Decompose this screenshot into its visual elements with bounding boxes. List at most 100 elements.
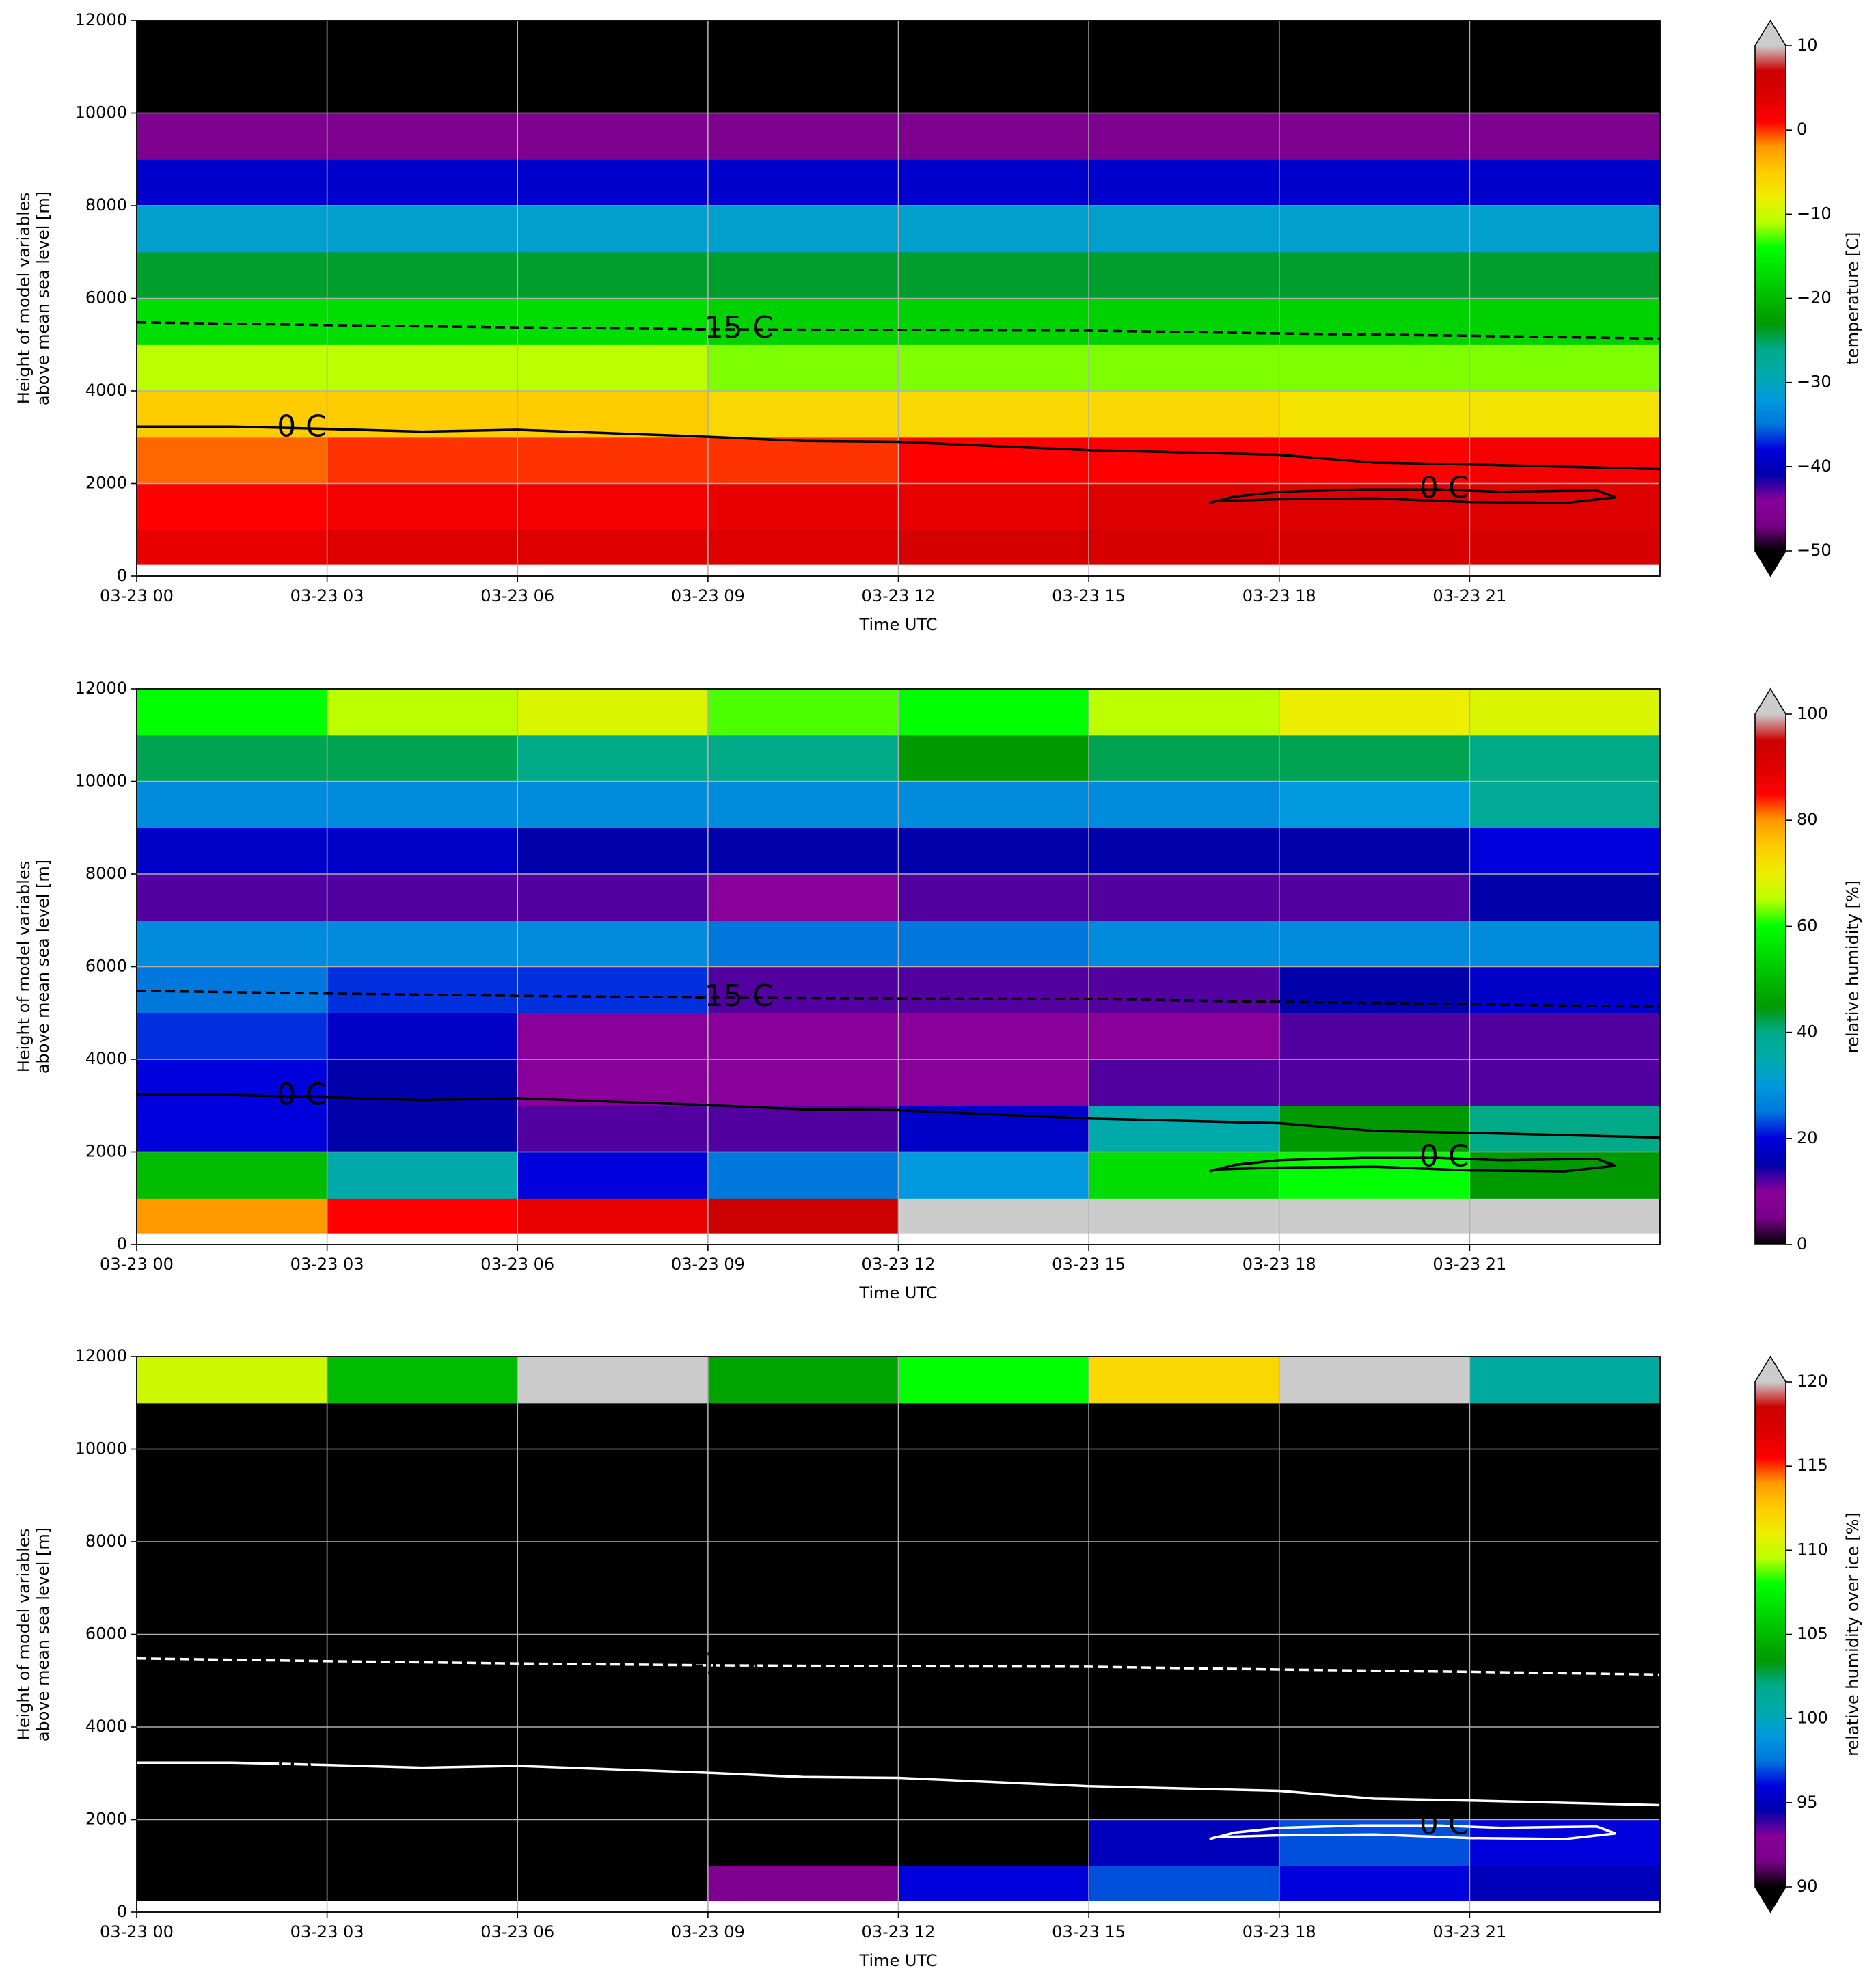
colorbar-tick-label: 90	[1797, 1877, 1818, 1896]
heatmap-cell	[1279, 781, 1470, 828]
heatmap-cell	[1089, 1495, 1280, 1542]
heatmap-cell	[1469, 874, 1661, 921]
heatmap-cell	[1279, 689, 1470, 736]
heatmap-cell	[137, 483, 328, 530]
contour-line	[137, 425, 1661, 471]
heatmap-cell	[137, 828, 328, 875]
heatmap-cell	[707, 437, 899, 485]
x-tick-label: 03-23 21	[1432, 1255, 1506, 1274]
heatmap-cell	[1089, 1773, 1280, 1821]
y-tick-label: 4000	[85, 1049, 127, 1068]
heatmap-cell	[137, 1680, 328, 1728]
heatmap-cell	[898, 874, 1089, 921]
contour-line	[136, 1657, 1661, 1676]
colorbar-extend-max	[1755, 21, 1786, 46]
heatmap-cell	[1469, 1588, 1661, 1635]
heatmap-cell	[1469, 391, 1661, 438]
heatmap-cell	[1279, 1773, 1470, 1821]
contour-line	[1209, 1156, 1616, 1173]
heatmap-cell	[137, 1198, 328, 1234]
heatmap-cell	[517, 530, 709, 565]
heatmap-cell	[1279, 1495, 1470, 1542]
heatmap-cell	[327, 437, 518, 485]
heatmap-cell	[898, 344, 1089, 392]
y-tick-label: 12000	[75, 679, 127, 698]
heatmap-cell	[1469, 1727, 1661, 1774]
heatmap-cell	[1089, 113, 1280, 160]
heatmap-cell	[707, 344, 899, 392]
heatmap-cell	[898, 1819, 1089, 1866]
contour-line	[1209, 488, 1616, 504]
heatmap-cell	[137, 437, 328, 485]
heatmap-cell	[137, 1059, 328, 1106]
heatmap-cell	[1279, 874, 1470, 921]
heatmap-cell	[327, 1588, 518, 1635]
y-tick-label: 4000	[85, 381, 127, 400]
colorbar-tick-label: −10	[1797, 204, 1832, 223]
heatmap-cell	[707, 689, 899, 736]
heatmap-cell	[898, 206, 1089, 253]
heatmap-cell	[898, 966, 1089, 1013]
heatmap-cell	[898, 251, 1089, 299]
heatmap-cell	[517, 1402, 709, 1450]
colorbar-tick-label: 80	[1797, 810, 1818, 829]
heatmap-cell	[517, 1105, 709, 1153]
heatmap-cell	[517, 966, 709, 1013]
colorbar-tick-label: 115	[1797, 1456, 1828, 1475]
heatmap-cell	[1089, 21, 1280, 68]
heatmap-cell	[707, 1198, 899, 1234]
contour-line	[136, 989, 1661, 1009]
heatmap-cell	[707, 828, 899, 875]
heatmap-cell	[898, 781, 1089, 828]
heatmap-cell	[1089, 298, 1280, 345]
heatmap-cell	[707, 1013, 899, 1060]
heatmap-cell	[137, 206, 328, 253]
heatmap-cell	[137, 874, 328, 921]
heatmap-cell	[137, 251, 328, 299]
contour-line	[136, 321, 1661, 340]
heatmap-cell	[1469, 1198, 1661, 1234]
heatmap-cell	[517, 1357, 709, 1404]
colorbar	[1755, 714, 1786, 1244]
x-tick-label: 03-23 00	[100, 1922, 174, 1942]
heatmap-cell	[327, 781, 518, 828]
x-tick-label: 03-23 06	[480, 1255, 554, 1274]
y-tick-label: 6000	[85, 288, 127, 308]
heatmap-cell	[707, 483, 899, 530]
heatmap-cell	[1089, 1152, 1280, 1199]
colorbar-tick-label: −20	[1797, 288, 1832, 308]
heatmap-cell	[327, 159, 518, 206]
y-tick-label: 10000	[75, 103, 127, 122]
colorbar-extend-max	[1755, 1357, 1786, 1382]
heatmap-cell	[898, 1402, 1089, 1450]
axes-frame	[136, 1356, 1661, 1913]
x-tick-label: 03-23 18	[1242, 1922, 1316, 1942]
heatmap-cell	[1089, 206, 1280, 253]
heatmap-cell	[898, 1152, 1089, 1199]
x-tick-label: 03-23 03	[290, 586, 364, 605]
heatmap-cell	[1089, 159, 1280, 206]
heatmap-cell	[898, 1013, 1089, 1060]
heatmap-cell	[137, 1357, 328, 1404]
heatmap-cell	[137, 689, 328, 736]
heatmap-cell	[1279, 1357, 1470, 1404]
heatmap-cell	[898, 920, 1089, 968]
colorbar-label: relative humidity [%]	[1843, 880, 1862, 1053]
x-tick-label: 03-23 12	[862, 1255, 936, 1274]
x-tick-label: 03-23 00	[100, 586, 174, 605]
heatmap-cell	[137, 1819, 328, 1866]
heatmap-cell	[1089, 1819, 1280, 1866]
heatmap-cell	[1089, 1198, 1280, 1234]
colorbar-tick-label: −40	[1797, 457, 1832, 476]
heatmap-cell	[707, 1402, 899, 1450]
heatmap-cell	[137, 66, 328, 114]
heatmap-cell	[1279, 1727, 1470, 1774]
contour-line	[1209, 1824, 1616, 1840]
heatmap-cell	[1279, 1866, 1470, 1901]
colorbar	[1755, 1382, 1786, 1887]
heatmap-cell	[137, 1152, 328, 1199]
heatmap-cell	[137, 391, 328, 438]
heatmap-cell	[517, 1773, 709, 1821]
y-axis-label: above mean sea level [m]	[33, 1527, 53, 1741]
x-tick-label: 03-23 09	[671, 1255, 745, 1274]
